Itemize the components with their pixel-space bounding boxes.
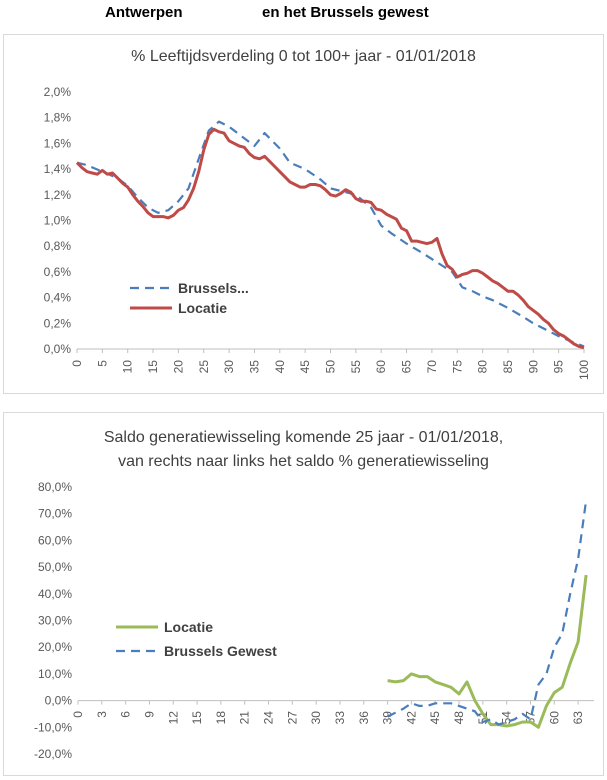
x-tick-label: 50	[324, 360, 338, 374]
age-distribution-plot: 0,0% 0,2% 0,4% 0,6% 0,8% 1,0% 1,2% 1,4% 1,6% 1,8%…	[44, 85, 591, 380]
x-tick-label: 25	[197, 360, 211, 374]
x-tick-label: 21	[238, 711, 252, 725]
x-tick-label: 15	[146, 360, 160, 374]
x-tick-label: 39	[381, 711, 395, 725]
legend-label: Brussels...	[178, 280, 249, 296]
series-line-locatie	[75, 127, 585, 350]
x-tick-label: 85	[501, 360, 515, 374]
legend-label: Brussels Gewest	[164, 643, 277, 659]
y-tick-label: 0,0%	[44, 342, 72, 356]
x-tick-label: 3	[95, 711, 109, 718]
x-tick-label: 33	[333, 711, 347, 725]
x-tick-label: 63	[571, 711, 585, 725]
header-left: Antwerpen	[105, 4, 183, 21]
x-tick-label: 100	[577, 360, 591, 380]
y-tick-label: -10,0%	[34, 720, 72, 734]
x-tick-label: 15	[190, 711, 204, 725]
y-tick-label: 80,0%	[38, 480, 72, 494]
x-tick-label: 60	[374, 360, 388, 374]
x-tick-label: 48	[452, 711, 466, 725]
x-tick-label: 18	[214, 711, 228, 725]
y-tick-label: 1,4%	[44, 162, 72, 176]
chart-title-line1: Saldo generatiewisseling komende 25 jaar…	[103, 429, 504, 446]
x-tick-label: 9	[142, 711, 156, 718]
y-tick-label: -20,0%	[34, 747, 72, 761]
x-tick-label: 36	[357, 711, 371, 725]
x-tick-label: 30	[309, 711, 323, 725]
chart-title-line2: van rechts naar links het saldo % genera…	[118, 453, 489, 470]
x-tick-label: 35	[247, 360, 261, 374]
y-tick-label: 10,0%	[38, 667, 72, 681]
series-line-locatie	[387, 574, 588, 729]
y-tick-label: 60,0%	[38, 533, 72, 547]
y-tick-label: 1,2%	[44, 188, 72, 202]
y-tick-label: 1,8%	[44, 111, 72, 125]
y-tick-label: 1,6%	[44, 136, 72, 150]
generation-balance-plot: -20,0% -10,0% 0,0% 10,0% 20,0% 30,0% 40,0% 50,0…	[34, 480, 594, 761]
x-tick-label: 75	[450, 360, 464, 374]
x-tick-label: 70	[425, 360, 439, 374]
y-tick-label: 0,4%	[44, 291, 72, 305]
y-tick-label: 70,0%	[38, 507, 72, 521]
y-tick-label: 30,0%	[38, 614, 72, 628]
y-tick-label: 20,0%	[38, 640, 72, 654]
x-tick-label: 45	[298, 360, 312, 374]
x-tick-label: 0	[70, 360, 84, 367]
x-tick-label: 6	[119, 711, 133, 718]
age-distribution-chart: % Leeftijdsverdeling 0 tot 100+ jaar - 0…	[3, 34, 604, 394]
x-tick-label: 95	[552, 360, 566, 374]
y-tick-label: 0,8%	[44, 239, 72, 253]
series-line-brussels	[76, 120, 585, 348]
y-tick-label: 50,0%	[38, 560, 72, 574]
x-tick-label: 45	[428, 711, 442, 725]
x-tick-label: 65	[400, 360, 414, 374]
chart-title: % Leeftijdsverdeling 0 tot 100+ jaar - 0…	[131, 48, 476, 65]
legend-label: Locatie	[178, 300, 227, 316]
x-tick-label: 30	[222, 360, 236, 374]
x-tick-label: 55	[349, 360, 363, 374]
x-tick-label: 12	[166, 711, 180, 725]
x-tick-label: 24	[262, 711, 276, 725]
y-tick-label: 1,0%	[44, 214, 72, 228]
page-header: Antwerpen en het Brussels gewest	[0, 0, 607, 28]
x-tick-label: 20	[171, 360, 185, 374]
x-tick-label: 40	[273, 360, 287, 374]
x-tick-label: 54	[500, 711, 514, 725]
x-tick-label: 10	[121, 360, 135, 374]
y-tick-label: 0,0%	[45, 694, 73, 708]
x-tick-label: 0	[71, 711, 85, 718]
x-tick-label: 90	[526, 360, 540, 374]
x-tick-label: 60	[547, 711, 561, 725]
x-tick-label: 27	[285, 711, 299, 725]
y-tick-label: 0,2%	[44, 316, 72, 330]
x-tick-label: 42	[404, 711, 418, 725]
x-tick-label: 5	[95, 360, 109, 367]
legend-label: Locatie	[164, 619, 213, 635]
y-tick-label: 2,0%	[44, 85, 72, 99]
header-right: en het Brussels gewest	[262, 4, 429, 21]
generation-balance-chart: Saldo generatiewisseling komende 25 jaar…	[3, 412, 604, 776]
x-tick-label: 80	[476, 360, 490, 374]
y-tick-label: 0,6%	[44, 265, 72, 279]
y-tick-label: 40,0%	[38, 587, 72, 601]
